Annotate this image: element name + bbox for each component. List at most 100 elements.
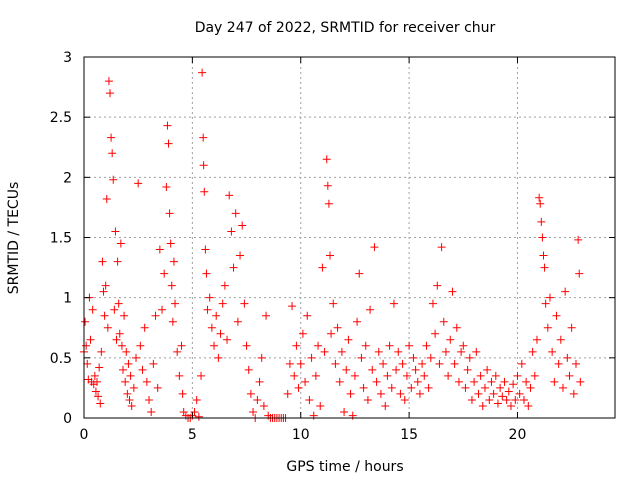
data-point xyxy=(396,389,405,398)
data-point xyxy=(539,251,548,260)
data-point xyxy=(517,359,526,368)
data-point xyxy=(99,287,108,296)
data-point xyxy=(368,365,377,374)
data-point xyxy=(448,287,457,296)
data-point xyxy=(569,389,578,398)
data-point xyxy=(171,299,180,308)
data-point xyxy=(242,341,251,350)
data-point xyxy=(177,341,186,350)
y-tick-label: 3 xyxy=(63,50,72,66)
data-point xyxy=(522,377,531,386)
y-tick-label: 0 xyxy=(63,411,72,427)
data-point xyxy=(526,383,535,392)
data-point xyxy=(519,395,528,404)
y-tick-label: 2.5 xyxy=(50,110,72,126)
data-point xyxy=(220,281,229,290)
data-point xyxy=(202,269,211,278)
data-point xyxy=(509,380,518,389)
grid-lines xyxy=(84,57,615,418)
data-point xyxy=(530,371,539,380)
data-point xyxy=(325,251,334,260)
data-point xyxy=(136,341,145,350)
data-point xyxy=(285,359,294,368)
data-point xyxy=(457,347,466,356)
data-point xyxy=(461,383,470,392)
data-point xyxy=(298,329,307,338)
data-point xyxy=(450,359,459,368)
data-point xyxy=(175,371,184,380)
x-tick-label: 20 xyxy=(509,427,527,443)
data-point xyxy=(322,155,331,164)
data-point xyxy=(431,329,440,338)
data-point xyxy=(493,399,502,408)
data-point xyxy=(329,299,338,308)
data-point xyxy=(424,383,433,392)
data-point xyxy=(558,383,567,392)
data-point xyxy=(333,323,342,332)
data-point xyxy=(83,359,92,368)
data-point xyxy=(361,341,370,350)
data-point xyxy=(229,263,238,272)
data-point xyxy=(483,365,492,374)
data-point xyxy=(124,359,133,368)
data-point xyxy=(200,187,209,196)
data-point xyxy=(350,371,359,380)
data-point xyxy=(392,365,401,374)
data-point xyxy=(106,89,115,98)
data-point xyxy=(327,329,336,338)
data-point xyxy=(407,383,416,392)
data-point xyxy=(201,245,210,254)
data-point xyxy=(210,341,219,350)
data-point xyxy=(359,383,368,392)
data-point xyxy=(205,293,214,302)
data-point xyxy=(151,311,160,320)
chart-title: Day 247 of 2022, SRMTID for receiver chu… xyxy=(195,20,496,36)
data-point xyxy=(96,399,105,408)
data-point xyxy=(190,407,199,416)
data-point xyxy=(90,371,99,380)
x-axis-label: GPS time / hours xyxy=(286,459,403,475)
data-point xyxy=(500,377,509,386)
data-point xyxy=(398,359,407,368)
data-point xyxy=(428,299,437,308)
data-point xyxy=(463,365,472,374)
x-tick-label: 5 xyxy=(188,427,197,443)
data-point xyxy=(197,371,206,380)
data-point xyxy=(103,323,112,332)
data-point xyxy=(119,365,128,374)
data-point xyxy=(259,401,268,410)
data-point xyxy=(485,395,494,404)
data-point xyxy=(88,305,97,314)
data-point xyxy=(115,329,124,338)
data-point xyxy=(107,133,116,142)
data-point xyxy=(168,317,177,326)
data-point xyxy=(86,335,95,344)
x-tick-label: 15 xyxy=(400,427,418,443)
data-point xyxy=(383,371,392,380)
data-point xyxy=(194,412,203,421)
data-point xyxy=(292,341,301,350)
data-point xyxy=(374,347,383,356)
data-point xyxy=(123,389,132,398)
data-point xyxy=(452,323,461,332)
data-point xyxy=(465,353,474,362)
data-point xyxy=(246,389,255,398)
data-point xyxy=(532,335,541,344)
data-point xyxy=(420,371,429,380)
data-point xyxy=(513,371,522,380)
data-point xyxy=(575,269,584,278)
data-point xyxy=(116,239,125,248)
data-point xyxy=(214,353,223,362)
data-point xyxy=(366,305,375,314)
data-point xyxy=(379,359,388,368)
data-point xyxy=(528,347,537,356)
data-point xyxy=(104,77,113,86)
data-point xyxy=(489,389,498,398)
y-axis-label: SRMTID / TECUs xyxy=(6,182,22,295)
data-point xyxy=(409,353,418,362)
y-tick-label: 1 xyxy=(63,291,72,307)
data-point xyxy=(145,395,154,404)
data-point xyxy=(536,199,545,208)
